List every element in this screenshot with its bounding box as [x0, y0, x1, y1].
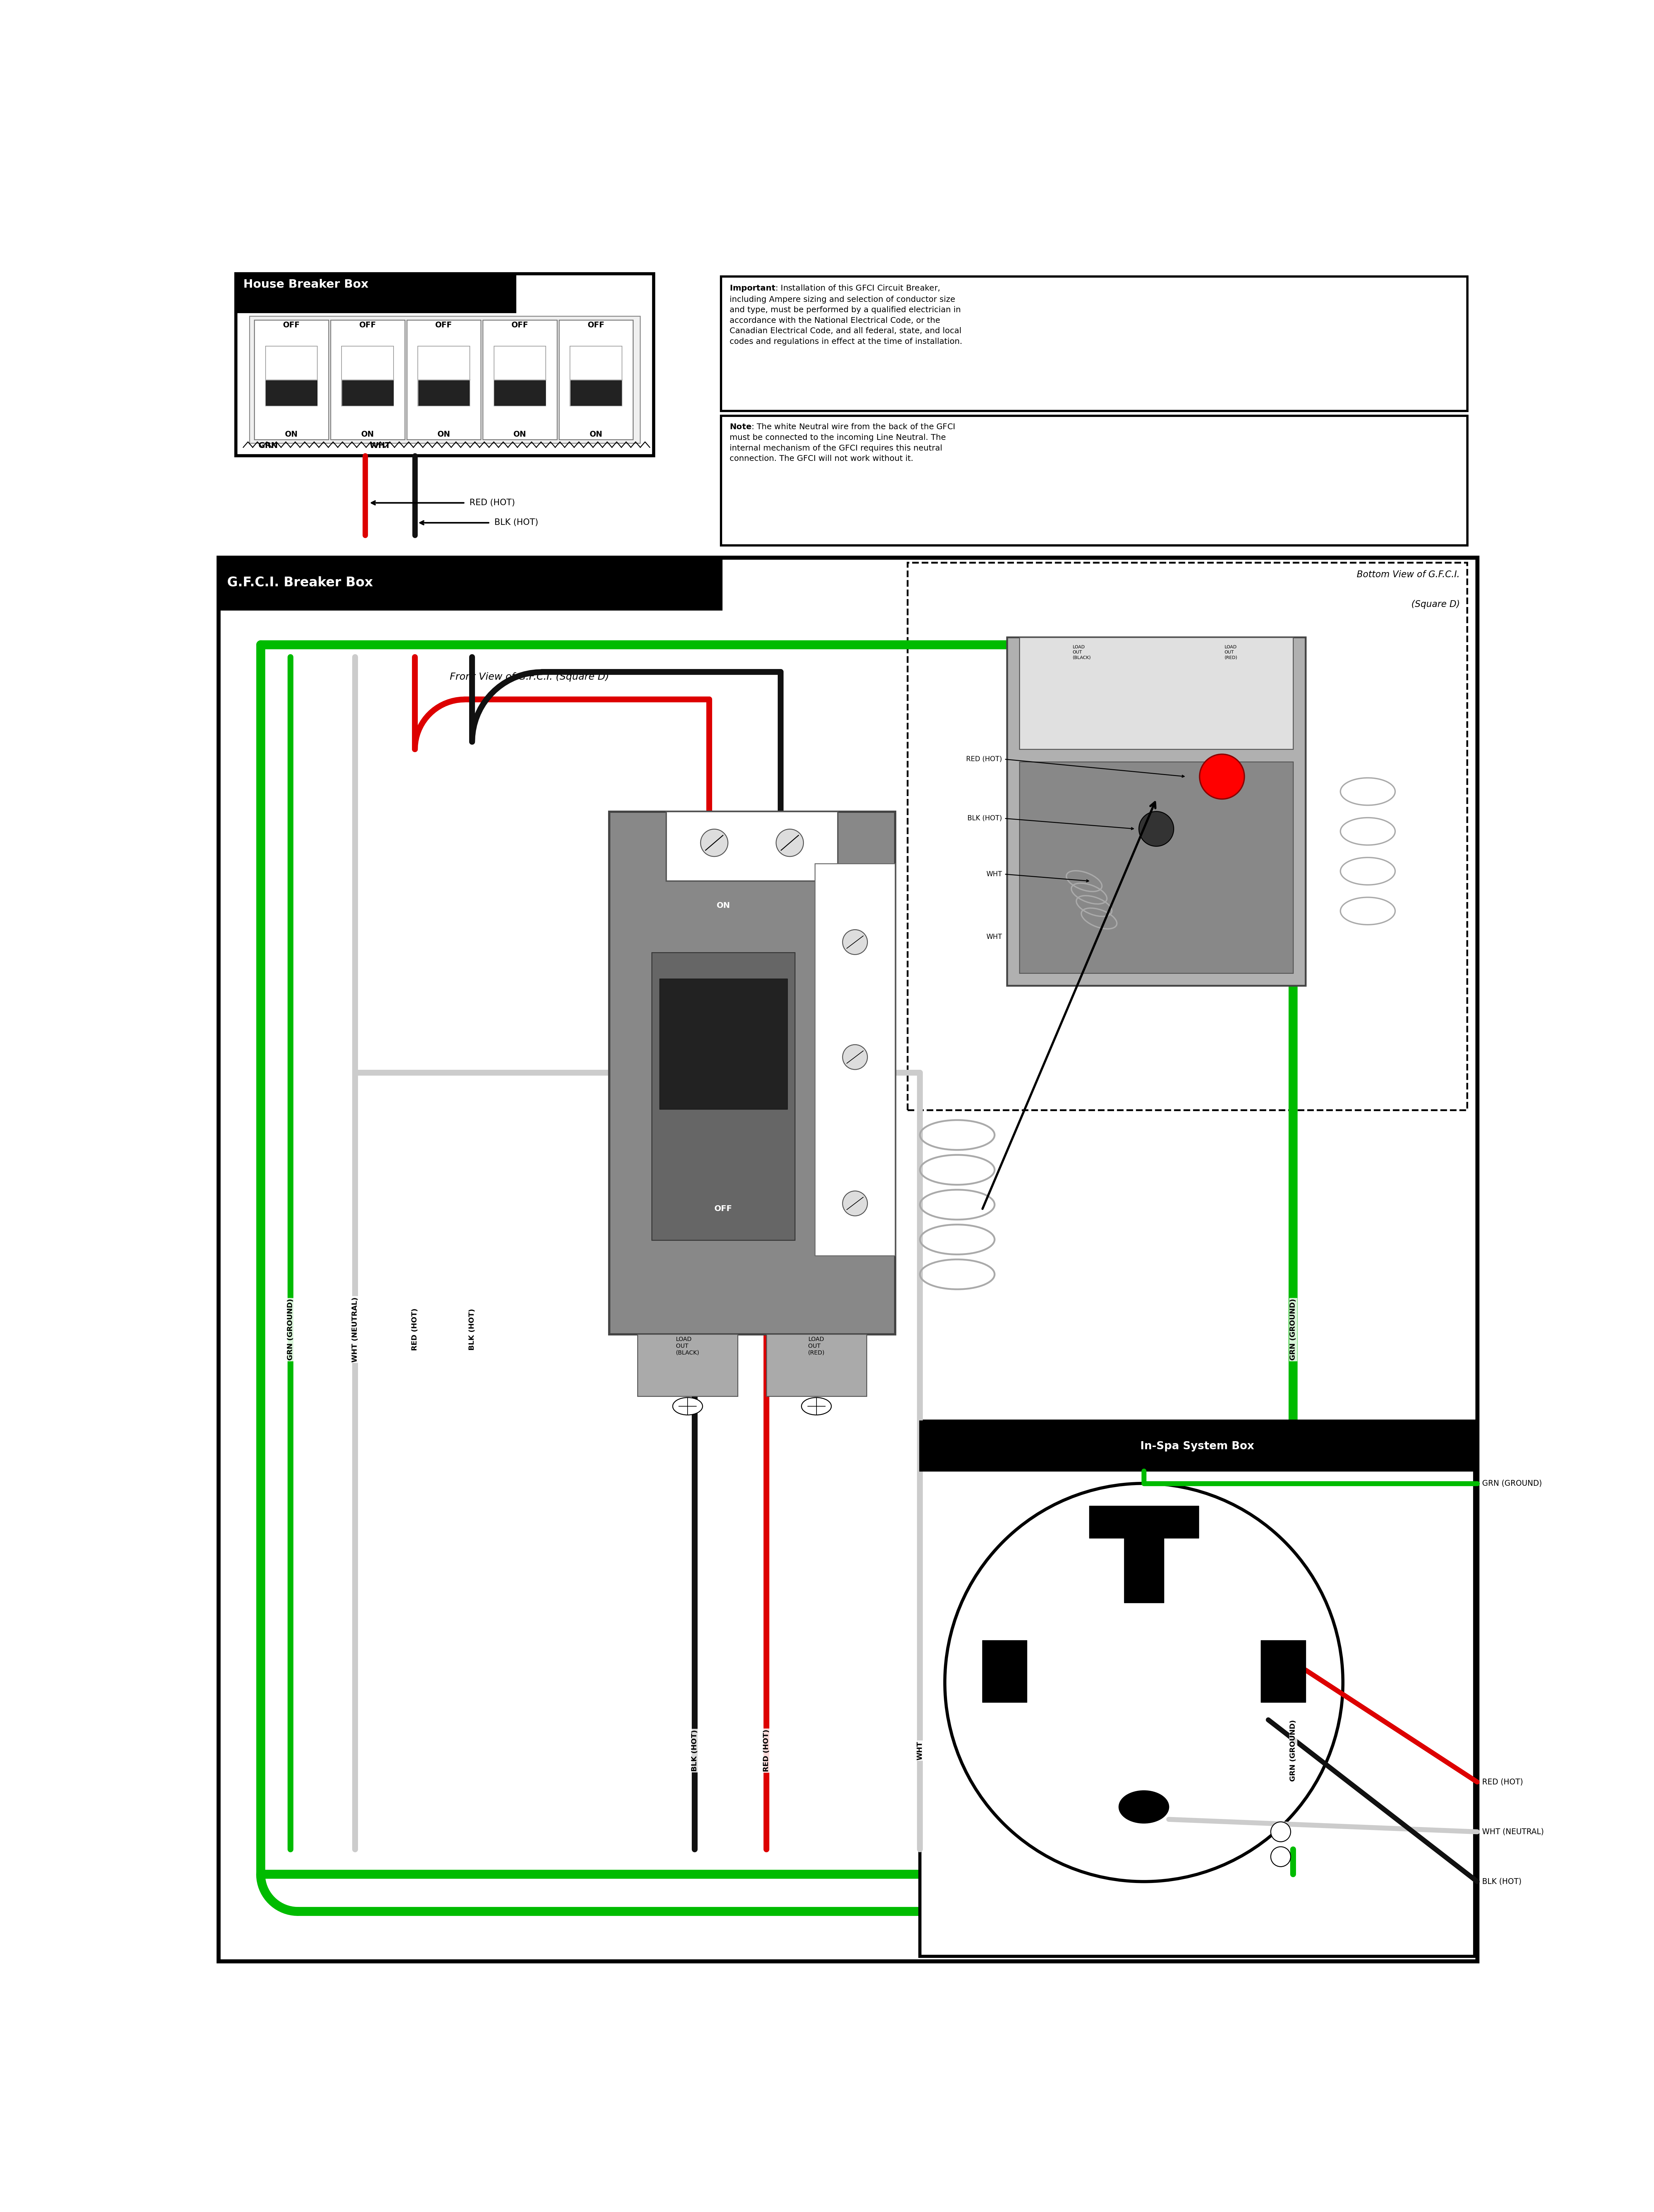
Circle shape: [1270, 1823, 1290, 1843]
Bar: [218, 557, 721, 611]
Text: RED (HOT): RED (HOT): [412, 1307, 418, 1352]
Circle shape: [842, 1190, 867, 1217]
Bar: [1260, 1639, 1305, 1703]
Text: WHT (NEUTRAL): WHT (NEUTRAL): [1482, 1827, 1543, 1836]
Text: RED (HOT): RED (HOT): [966, 757, 1002, 763]
Text: GRN (GROUND): GRN (GROUND): [1482, 1480, 1542, 1486]
Bar: [1088, 1506, 1199, 1537]
Bar: [667, 812, 839, 880]
Bar: [1007, 637, 1305, 987]
Text: Bottom View of G.F.C.I.: Bottom View of G.F.C.I.: [1356, 571, 1460, 580]
Bar: [483, 321, 557, 440]
Bar: [559, 321, 633, 440]
Bar: [1019, 637, 1293, 750]
Bar: [342, 347, 394, 407]
Text: ON: ON: [716, 902, 729, 909]
Circle shape: [776, 830, 804, 856]
Circle shape: [944, 1484, 1343, 1882]
Text: BLK (HOT): BLK (HOT): [968, 816, 1002, 821]
Text: GRN (GROUND): GRN (GROUND): [1290, 1719, 1297, 1781]
Text: GRN: GRN: [258, 442, 278, 449]
Bar: [637, 1334, 738, 1396]
Bar: [766, 1334, 867, 1396]
Bar: [342, 380, 394, 405]
Text: RED (HOT): RED (HOT): [1482, 1778, 1523, 1785]
Text: LOAD
OUT
(RED): LOAD OUT (RED): [809, 1336, 825, 1356]
Bar: [721, 276, 1467, 411]
Bar: [609, 812, 895, 1334]
Text: ON: ON: [513, 431, 526, 438]
Text: BLK (HOT): BLK (HOT): [1482, 1878, 1522, 1885]
Text: RED (HOT): RED (HOT): [470, 498, 514, 507]
Text: OFF: OFF: [587, 321, 604, 330]
Bar: [920, 1420, 1475, 1471]
Bar: [418, 347, 470, 407]
Bar: [237, 274, 516, 312]
Text: In-Spa System Box: In-Spa System Box: [1140, 1440, 1254, 1451]
Bar: [331, 321, 405, 440]
Circle shape: [842, 929, 867, 956]
Text: WHT: WHT: [986, 872, 1002, 878]
Text: BLK (HOT): BLK (HOT): [468, 1310, 475, 1352]
Ellipse shape: [1120, 1792, 1169, 1823]
Text: LOAD
OUT
(BLACK): LOAD OUT (BLACK): [676, 1336, 700, 1356]
Text: ON: ON: [361, 431, 374, 438]
Text: WHT: WHT: [986, 933, 1002, 940]
Text: OFF: OFF: [715, 1206, 733, 1212]
Bar: [418, 380, 470, 405]
Text: WHT: WHT: [916, 1741, 923, 1761]
Bar: [908, 562, 1467, 1110]
Bar: [266, 380, 318, 405]
Bar: [1125, 1524, 1164, 1604]
Text: BLK (HOT): BLK (HOT): [691, 1730, 698, 1772]
Text: Front View of G.F.C.I. (Square D): Front View of G.F.C.I. (Square D): [450, 672, 609, 681]
Text: OFF: OFF: [511, 321, 528, 330]
Text: ON: ON: [589, 431, 602, 438]
Text: OFF: OFF: [283, 321, 299, 330]
Text: BLK (HOT): BLK (HOT): [495, 518, 539, 526]
Text: $\mathbf{Important}$: Installation of this GFCI Circuit Breaker,
including Amper: $\mathbf{Important}$: Installation of th…: [729, 283, 963, 345]
Text: House Breaker Box: House Breaker Box: [243, 279, 369, 290]
Text: GRN (GROUND): GRN (GROUND): [288, 1298, 294, 1360]
Text: WHT: WHT: [369, 442, 390, 449]
Bar: [218, 557, 1477, 1962]
Bar: [237, 274, 653, 456]
Circle shape: [701, 830, 728, 856]
Text: OFF: OFF: [435, 321, 452, 330]
Text: ON: ON: [437, 431, 450, 438]
Bar: [407, 321, 481, 440]
Circle shape: [1270, 1847, 1290, 1867]
Circle shape: [1140, 812, 1174, 847]
Text: GRN (GROUND): GRN (GROUND): [1290, 1298, 1297, 1360]
Bar: [571, 380, 622, 405]
Ellipse shape: [673, 1398, 703, 1416]
Circle shape: [842, 1044, 867, 1071]
Circle shape: [1199, 754, 1244, 799]
Text: OFF: OFF: [359, 321, 375, 330]
Bar: [652, 953, 796, 1241]
Text: RED (HOT): RED (HOT): [762, 1730, 769, 1772]
Bar: [1019, 761, 1293, 973]
Text: LOAD
OUT
(BLACK): LOAD OUT (BLACK): [1072, 644, 1092, 659]
Bar: [255, 321, 329, 440]
Text: (Square D): (Square D): [1411, 599, 1460, 608]
Text: G.F.C.I. Breaker Box: G.F.C.I. Breaker Box: [227, 575, 372, 588]
Text: WHT (NEUTRAL): WHT (NEUTRAL): [352, 1296, 359, 1363]
Bar: [250, 316, 640, 442]
Bar: [571, 347, 622, 407]
Bar: [495, 380, 546, 405]
Ellipse shape: [802, 1398, 832, 1416]
Bar: [982, 1639, 1027, 1703]
Bar: [266, 347, 318, 407]
Bar: [920, 1420, 1475, 1955]
Bar: [660, 978, 787, 1110]
Bar: [721, 416, 1467, 544]
Text: $\mathbf{Note}$: The white Neutral wire from the back of the GFCI
must be connec: $\mathbf{Note}$: The white Neutral wire …: [729, 422, 954, 462]
Text: ON: ON: [284, 431, 298, 438]
Text: LOAD
OUT
(RED): LOAD OUT (RED): [1224, 644, 1237, 659]
Bar: [815, 863, 895, 1256]
Bar: [495, 347, 546, 407]
